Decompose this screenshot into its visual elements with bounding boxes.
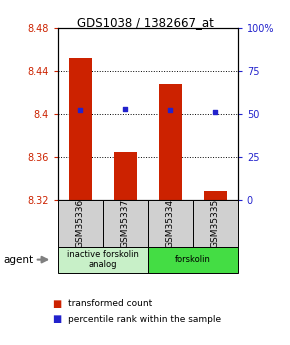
Bar bbox=[114, 151, 137, 200]
Point bbox=[78, 108, 83, 113]
Text: GSM35334: GSM35334 bbox=[166, 199, 175, 248]
Text: percentile rank within the sample: percentile rank within the sample bbox=[68, 315, 221, 324]
Point bbox=[168, 108, 173, 113]
Bar bbox=[193, 200, 238, 247]
Bar bbox=[69, 58, 92, 200]
Text: GSM35337: GSM35337 bbox=[121, 199, 130, 248]
Text: inactive forskolin
analog: inactive forskolin analog bbox=[67, 250, 139, 269]
Text: ■: ■ bbox=[52, 314, 61, 324]
Bar bbox=[148, 200, 193, 247]
Bar bbox=[148, 247, 238, 273]
Text: agent: agent bbox=[3, 255, 33, 265]
Bar bbox=[58, 247, 148, 273]
Bar bbox=[204, 191, 226, 200]
Bar bbox=[159, 83, 182, 200]
Text: GSM35336: GSM35336 bbox=[76, 199, 85, 248]
Text: GDS1038 / 1382667_at: GDS1038 / 1382667_at bbox=[77, 16, 213, 29]
Point bbox=[123, 106, 128, 111]
Bar bbox=[103, 200, 148, 247]
Bar bbox=[58, 200, 103, 247]
Text: forskolin: forskolin bbox=[175, 255, 211, 264]
Point bbox=[213, 109, 218, 115]
Text: ■: ■ bbox=[52, 299, 61, 308]
Text: transformed count: transformed count bbox=[68, 299, 153, 308]
Text: GSM35335: GSM35335 bbox=[211, 199, 220, 248]
